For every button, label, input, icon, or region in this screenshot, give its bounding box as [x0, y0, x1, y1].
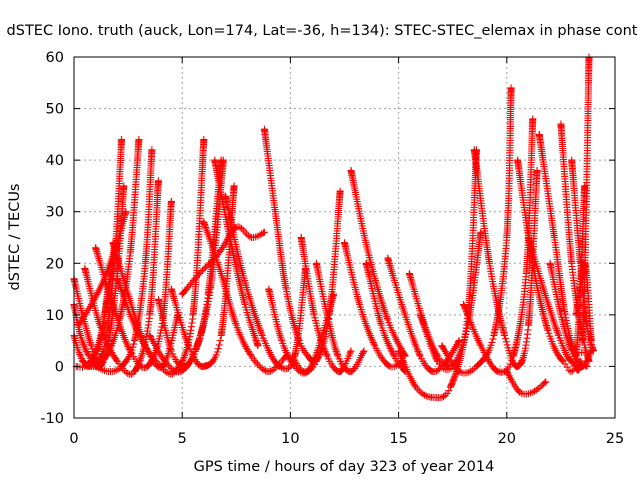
plot-data — [70, 53, 597, 402]
x-axis-label: GPS time / hours of day 323 of year 2014 — [194, 459, 495, 475]
series-5 — [79, 136, 143, 370]
series-markers — [546, 259, 595, 370]
series-markers — [211, 156, 262, 350]
y-axis: -10 0 10 20 30 40 50 60 — [40, 50, 615, 427]
series-39 — [557, 120, 593, 365]
y-tick-label: 40 — [46, 153, 64, 169]
series-markers — [312, 259, 368, 376]
series-23 — [312, 259, 368, 376]
series-markers — [92, 197, 175, 372]
series-32 — [460, 115, 537, 376]
x-tick-label: 20 — [498, 431, 516, 447]
series-markers — [79, 136, 143, 370]
series-markers — [572, 259, 595, 345]
series-24 — [341, 239, 407, 371]
series-markers — [222, 192, 309, 373]
series-38 — [546, 259, 595, 370]
y-tick-label: 0 — [55, 359, 64, 375]
series-markers — [460, 115, 537, 376]
series-18 — [222, 192, 309, 373]
y-tick-label: 30 — [46, 205, 64, 221]
series-markers — [568, 156, 597, 355]
x-axis: 0 5 10 15 20 25 — [69, 57, 624, 447]
series-markers — [260, 125, 316, 365]
y-axis-label: dSTEC / TECUs — [7, 184, 23, 291]
series-21 — [289, 187, 344, 376]
x-tick-label: 5 — [178, 431, 187, 447]
x-tick-label: 0 — [69, 431, 78, 447]
series-17 — [211, 156, 262, 350]
series-37 — [535, 130, 591, 370]
series-markers — [557, 120, 593, 365]
series-25 — [347, 167, 409, 360]
series-markers — [289, 187, 344, 376]
series-markers — [503, 368, 550, 398]
plot-frame — [73, 56, 616, 419]
y-tick-label: -10 — [40, 411, 64, 427]
series-41 — [572, 259, 595, 345]
series-26 — [362, 259, 409, 376]
x-tick-label: 25 — [606, 431, 624, 447]
y-tick-label: 50 — [46, 102, 64, 118]
series-16 — [200, 218, 290, 376]
x-tick-label: 10 — [281, 431, 299, 447]
series-8 — [81, 177, 162, 378]
chart-title: dSTEC Iono. truth (auck, Lon=174, Lat=-3… — [7, 23, 638, 39]
series-27 — [384, 254, 463, 376]
series-34 — [503, 368, 550, 398]
y-tick-label: 60 — [46, 50, 64, 66]
series-markers — [81, 177, 162, 378]
x-tick-label: 15 — [389, 431, 407, 447]
series-markers — [347, 167, 409, 360]
series-markers — [341, 239, 407, 371]
series-markers — [535, 130, 591, 370]
series-40 — [568, 156, 597, 355]
y-tick-label: 20 — [46, 256, 64, 272]
y-tick-label: 10 — [46, 308, 64, 324]
series-markers — [384, 254, 463, 376]
series-19 — [260, 125, 316, 365]
series-markers — [200, 218, 290, 376]
series-9 — [92, 197, 175, 372]
series-markers — [362, 259, 409, 376]
